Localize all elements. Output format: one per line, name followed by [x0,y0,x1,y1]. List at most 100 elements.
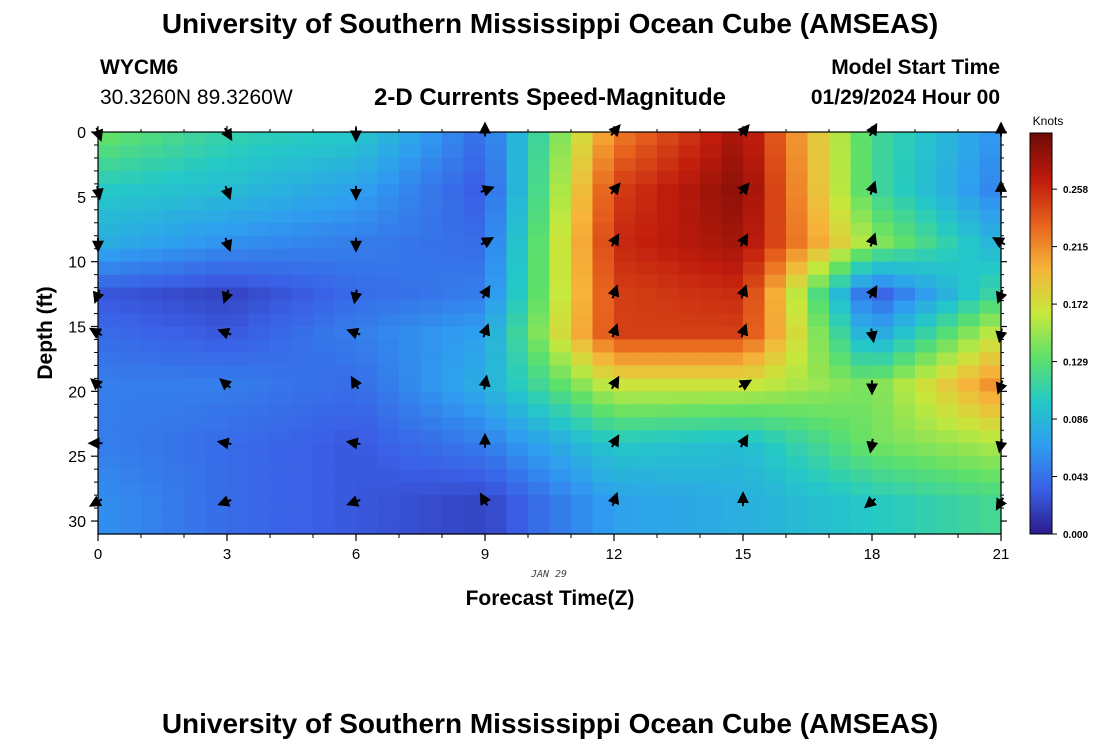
heatmap-cell [248,495,271,509]
heatmap-cell [463,157,486,172]
heatmap-cell [592,300,615,315]
heatmap-cell [227,183,250,198]
heatmap-cell [807,170,830,185]
heatmap-cell [506,326,529,341]
current-arrow [608,233,620,247]
heatmap-cell [248,261,271,276]
heatmap-cell [463,196,486,211]
heatmap-cell [958,196,981,211]
heatmap-cell [549,443,572,457]
heatmap-cell [657,157,680,172]
heatmap-cell [442,352,465,367]
heatmap-cell [958,508,981,522]
heatmap-cell [743,378,766,392]
heatmap-cell [356,352,379,367]
heatmap-cell [657,287,680,302]
heatmap-cell [463,144,486,159]
heatmap-cell [98,495,121,509]
heatmap-cell [334,261,357,276]
heatmap-cell [592,274,615,289]
heatmap-cell [356,196,379,211]
heatmap-cell [184,287,207,302]
current-arrow [479,492,491,506]
heatmap-cell [850,170,873,185]
heatmap-cell [528,261,551,276]
heatmap-cell [614,132,637,146]
heatmap-cell [571,157,594,172]
heatmap-cell [227,430,250,444]
heatmap-cell [442,274,465,289]
heatmap-cell [485,183,508,198]
heatmap-cell [463,326,486,341]
heatmap-cell [162,417,185,431]
heatmap-cell [248,378,271,392]
current-arrow [479,285,491,299]
heatmap-cell [958,144,981,159]
current-arrow [350,289,363,305]
heatmap-cell [721,339,744,354]
heatmap-cell [721,222,744,237]
heatmap-cell [141,235,164,250]
heatmap-cell [270,183,293,198]
heatmap-cell [764,170,787,185]
x-axis-label: Forecast Time(Z) [466,587,635,610]
heatmap-cell [313,521,336,535]
heatmap-cell [936,183,959,198]
heatmap-cell [700,456,723,470]
station-id: WYCM6 [100,56,179,79]
heatmap-cell [893,339,916,354]
heatmap-cell [420,443,443,457]
heatmap-cell [334,144,357,159]
heatmap-cell [700,313,723,328]
heatmap-cell [700,378,723,392]
heatmap-cell [915,378,938,392]
heatmap-cell [420,132,443,146]
heatmap-cell [915,469,938,483]
heatmap-cell [743,456,766,470]
heatmap-cell [184,170,207,185]
heatmap-cell [528,144,551,159]
heatmap-cell [313,183,336,198]
heatmap-cell [850,157,873,172]
heatmap-cell [420,183,443,198]
heatmap-cell [678,222,701,237]
heatmap-cell [893,183,916,198]
heatmap-cell [850,365,873,379]
heatmap-cell [184,235,207,250]
heatmap-cell [915,495,938,509]
heatmap-cell [893,404,916,418]
heatmap-cell [678,443,701,457]
heatmap-cell [485,365,508,379]
heatmap-cell [571,313,594,328]
heatmap-cell [442,209,465,224]
heatmap-cell [764,378,787,392]
heatmap-cell [291,508,314,522]
heatmap-cell [635,248,658,263]
heatmap-cell [743,132,766,146]
x-tick-label: 6 [352,546,360,563]
heatmap-cell [248,144,271,159]
heatmap-cell [270,313,293,328]
heatmap-cell [700,404,723,418]
heatmap-cell [356,183,379,198]
heatmap-cell [98,352,121,367]
heatmap-cell [678,183,701,198]
heatmap-cell [485,482,508,496]
heatmap-cell [893,196,916,211]
heatmap-cell [614,157,637,172]
heatmap-cell [248,508,271,522]
heatmap-cell [162,222,185,237]
heatmap-cell [678,248,701,263]
heatmap-cell [356,287,379,302]
heatmap-cell [162,469,185,483]
current-arrow [219,378,233,391]
heatmap-cell [678,469,701,483]
heatmap-cell [313,196,336,211]
heatmap-cell [915,430,938,444]
heatmap-cell [850,248,873,263]
heatmap-cell [915,196,938,211]
heatmap-cell [850,326,873,341]
heatmap-cell [334,235,357,250]
heatmap-cell [549,313,572,328]
heatmap-cell [420,378,443,392]
